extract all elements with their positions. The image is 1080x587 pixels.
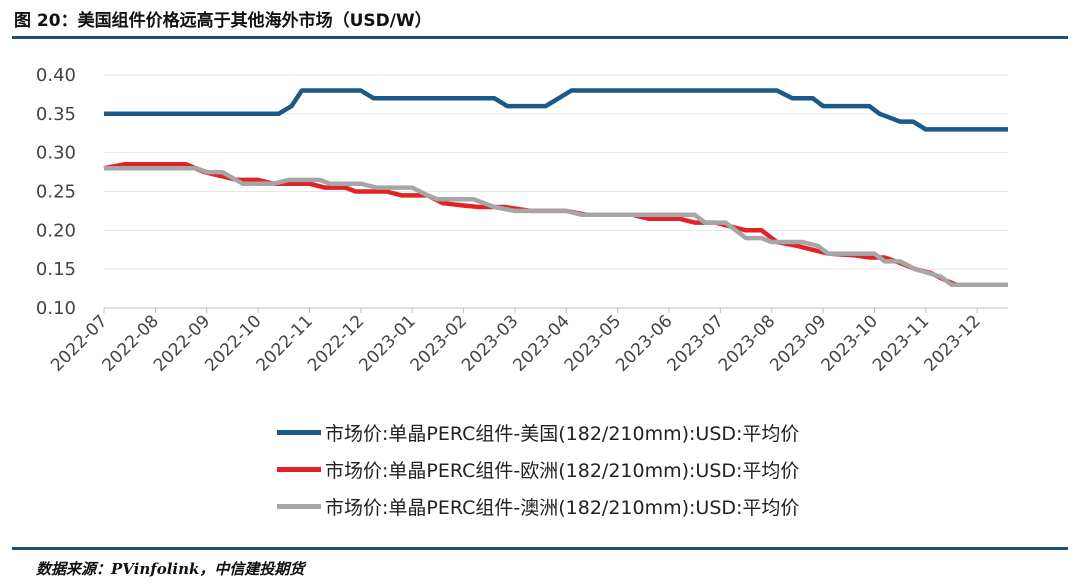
- legend-label-au: 市场价:单晶PERC组件-澳洲(182/210mm):USD:平均价: [325, 497, 800, 519]
- figure-title: 图 20：美国组件价格远高于其他海外市场（USD/W）: [14, 11, 432, 31]
- legend-label-eu: 市场价:单晶PERC组件-欧洲(182/210mm):USD:平均价: [325, 460, 800, 482]
- legend-item-eu: 市场价:单晶PERC组件-欧洲(182/210mm):USD:平均价: [277, 451, 799, 488]
- y-tick-label: 0.15: [36, 259, 76, 280]
- bottom-rule: [12, 547, 1068, 550]
- series-line-2: [104, 165, 1008, 287]
- y-tick-label: 0.25: [36, 182, 76, 203]
- legend: 市场价:单晶PERC组件-美国(182/210mm):USD:平均价 市场价:单…: [277, 414, 799, 525]
- series-line-0: [104, 88, 1008, 132]
- y-tick-label: 0.20: [36, 220, 76, 241]
- legend-label-us: 市场价:单晶PERC组件-美国(182/210mm):USD:平均价: [325, 423, 800, 445]
- y-tick-label: 0.40: [36, 65, 76, 86]
- legend-swatch-eu: [277, 467, 321, 472]
- x-tick-label: 2023-12: [920, 311, 984, 375]
- source-note: 数据来源：PVinfolink，中信建投期货: [36, 560, 305, 578]
- series-lines: [103, 88, 1008, 287]
- y-tick-label: 0.10: [36, 298, 76, 319]
- top-rule: [12, 36, 1068, 39]
- x-axis-labels: 2022-072022-082022-092022-102022-112022-…: [47, 308, 985, 376]
- y-axis-labels: 0.40 0.35 0.30 0.25 0.20 0.15 0.10: [36, 65, 76, 319]
- legend-item-us: 市场价:单晶PERC组件-美国(182/210mm):USD:平均价: [277, 414, 799, 451]
- legend-swatch-au: [277, 504, 321, 509]
- legend-swatch-us: [277, 430, 321, 435]
- y-tick-label: 0.30: [36, 143, 76, 164]
- line-chart: 0.40 0.35 0.30 0.25 0.20 0.15 0.10 2022-072022…: [36, 65, 1008, 376]
- y-tick-label: 0.35: [36, 104, 76, 125]
- legend-item-au: 市场价:单晶PERC组件-澳洲(182/210mm):USD:平均价: [277, 488, 799, 525]
